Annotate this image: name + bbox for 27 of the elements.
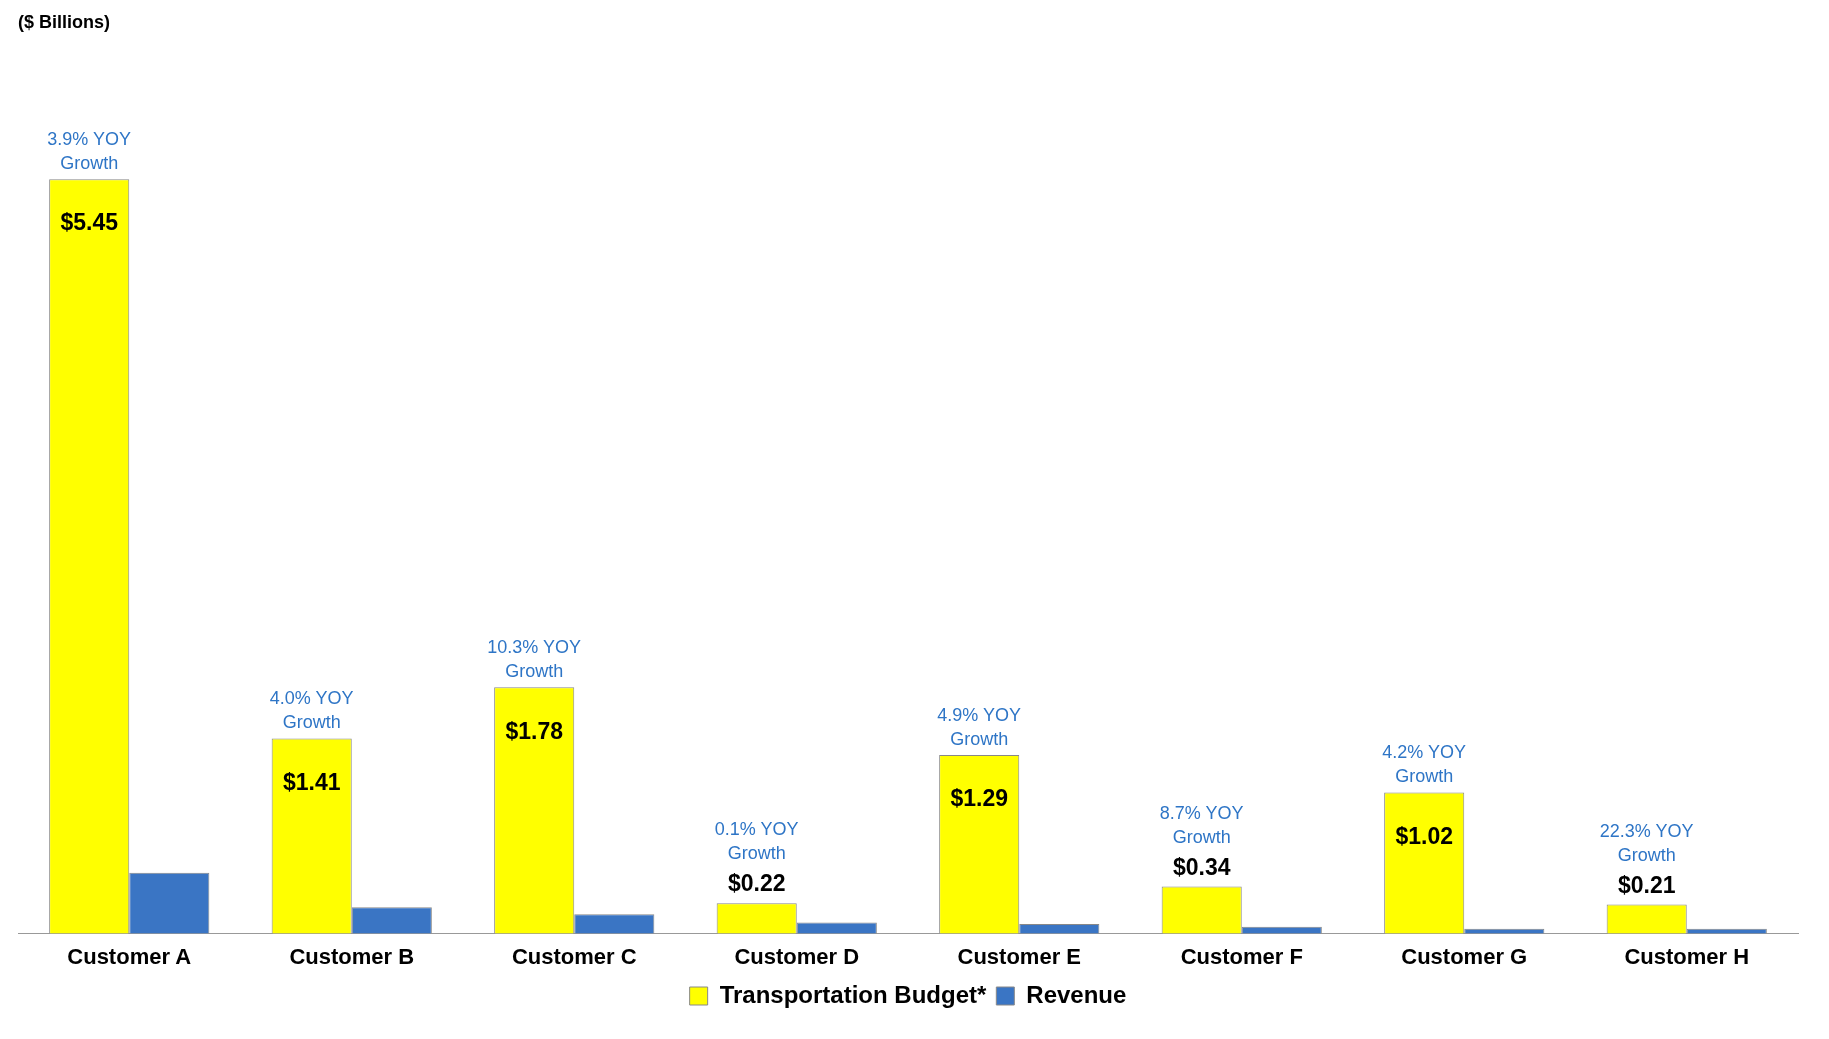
data-label: $0.34 <box>1172 853 1231 880</box>
x-tick-label: Customer H <box>1624 943 1750 969</box>
x-tick-label: Customer B <box>289 943 415 969</box>
annotation: 22.3% YOY Growth <box>1599 820 1694 865</box>
annotation: 3.9% YOY Growth <box>47 129 132 174</box>
annotation: 0.1% YOY Growth <box>714 819 799 864</box>
x-tick-label: Customer C <box>511 943 637 969</box>
legend-label: Revenue <box>1026 980 1127 1008</box>
data-label: $1.02 <box>1395 822 1453 849</box>
data-label: $0.21 <box>1617 871 1676 898</box>
data-label: $1.41 <box>282 768 341 795</box>
x-tick-label: Customer G <box>1401 943 1528 969</box>
data-label: $1.78 <box>505 717 564 744</box>
legend-label: Transportation Budget* <box>719 980 987 1008</box>
x-tick-label: Customer E <box>957 943 1081 969</box>
data-label: $5.45 <box>60 209 119 236</box>
annotation: 8.7% YOY Growth <box>1159 802 1244 847</box>
x-tick-label: Customer A <box>67 943 192 969</box>
annotation: 4.9% YOY Growth <box>937 705 1022 750</box>
data-label: $1.29 <box>950 785 1008 812</box>
annotation: 4.2% YOY Growth <box>1382 742 1467 787</box>
annotation: 4.0% YOY Growth <box>269 688 354 733</box>
annotation: 10.3% YOY Growth <box>487 637 582 682</box>
x-tick-label: Customer D <box>734 943 860 969</box>
data-label: $0.22 <box>727 870 786 897</box>
text: ($ Billions) <box>18 11 111 32</box>
x-tick-label: Customer F <box>1180 943 1303 969</box>
